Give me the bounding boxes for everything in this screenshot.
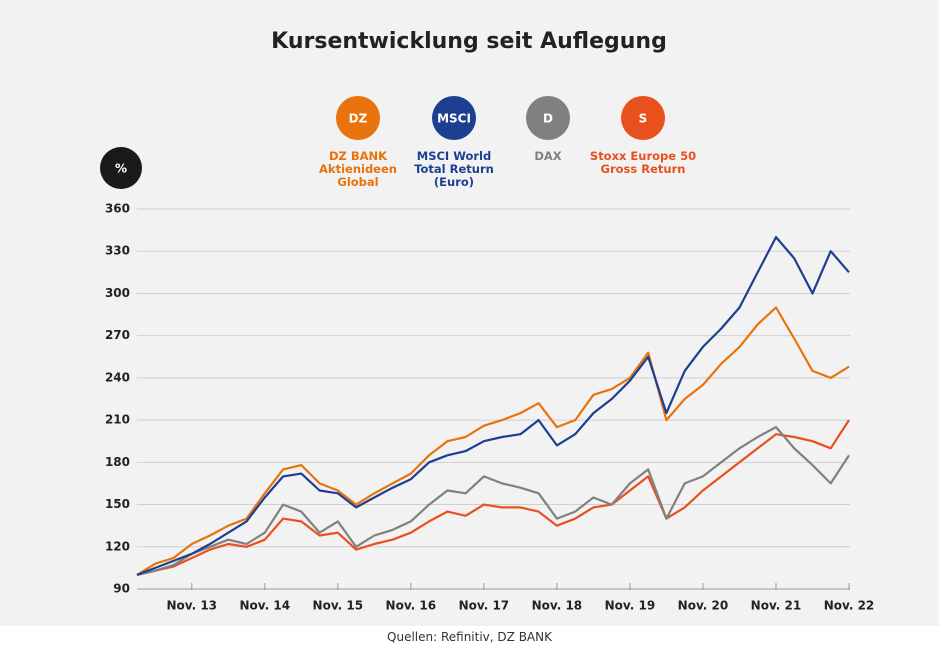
series-line bbox=[136, 426, 850, 576]
chart-title: Kursentwicklung seit Auflegung bbox=[271, 29, 667, 54]
x-tick-label: Nov. 22 bbox=[824, 599, 875, 613]
y-tick-label: 180 bbox=[105, 455, 130, 469]
y-tick-label: 240 bbox=[105, 370, 130, 384]
legend-badge bbox=[621, 96, 665, 140]
legend-badge-label: D bbox=[543, 112, 553, 126]
y-tick-label: 330 bbox=[105, 244, 130, 258]
x-tick-label: Nov. 14 bbox=[240, 599, 291, 613]
x-tick-label: Nov. 18 bbox=[532, 599, 583, 613]
y-tick-label: 150 bbox=[105, 497, 130, 511]
x-tick-label: Nov. 15 bbox=[313, 599, 364, 613]
y-tick-label: 360 bbox=[105, 202, 130, 216]
chart: Kursentwicklung seit Auflegung % 90 120 15… bbox=[100, 29, 875, 613]
y-tick-label: 210 bbox=[105, 413, 130, 427]
y-unit: % bbox=[115, 162, 127, 176]
x-tick-label: Nov. 16 bbox=[386, 599, 437, 613]
y-tick-label: 300 bbox=[105, 286, 130, 300]
source: Quellen: Refinitiv, DZ BANK bbox=[0, 626, 939, 651]
legend-label: DAX bbox=[534, 149, 562, 163]
legend-badge bbox=[432, 96, 476, 140]
x-tick-label: Nov. 20 bbox=[678, 599, 729, 613]
x-tick-label: Nov. 19 bbox=[605, 599, 656, 613]
y-tick-label: 90 bbox=[113, 582, 130, 596]
legend-badge-label: MSCI bbox=[437, 112, 471, 126]
x-tick-label: Nov. 21 bbox=[751, 599, 802, 613]
y-tick-label: 120 bbox=[105, 539, 130, 553]
legend-label: MSCI World Total Return (Euro) bbox=[414, 149, 494, 189]
x-tick-label: Nov. 17 bbox=[459, 599, 510, 613]
legend-badge-label: S bbox=[639, 112, 648, 126]
series-line bbox=[136, 306, 850, 576]
y-tick-label: 270 bbox=[105, 328, 130, 342]
legend-badge-label: DZ bbox=[349, 112, 368, 126]
legend-label: DZ BANK Aktienideen Global bbox=[319, 149, 397, 189]
series-line bbox=[136, 236, 850, 576]
x-tick-label: Nov. 13 bbox=[166, 599, 217, 613]
series-line bbox=[136, 419, 850, 576]
unit-badge bbox=[100, 147, 142, 189]
legend-badge bbox=[526, 96, 570, 140]
legend-label: Stoxx Europe 50 Gross Return bbox=[589, 149, 697, 176]
legend-badge bbox=[336, 96, 380, 140]
